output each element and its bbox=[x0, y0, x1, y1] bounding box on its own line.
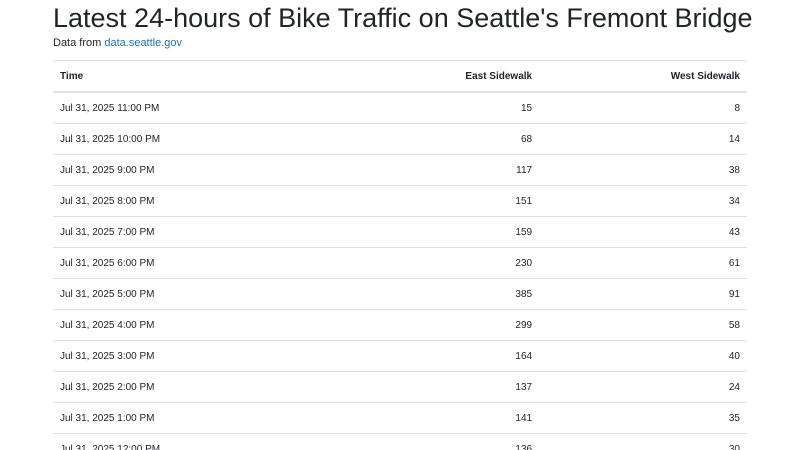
east-sidewalk-cell: 299 bbox=[337, 309, 540, 341]
west-sidewalk-cell: 40 bbox=[539, 340, 747, 372]
source-prefix: Data from bbox=[53, 37, 102, 49]
table-row: Jul 31, 2025 12:00 PM 136 30 bbox=[53, 433, 747, 450]
east-sidewalk-cell: 230 bbox=[337, 247, 540, 279]
time-cell: Jul 31, 2025 5:00 PM bbox=[53, 278, 338, 310]
table-row: Jul 31, 2025 9:00 PM 117 38 bbox=[53, 154, 747, 186]
time-cell: Jul 31, 2025 4:00 PM bbox=[53, 309, 338, 341]
east-sidewalk-cell: 385 bbox=[337, 278, 540, 310]
column-header-west-sidewalk: West Sidewalk bbox=[539, 60, 747, 93]
table-row: Jul 31, 2025 8:00 PM 151 34 bbox=[53, 185, 747, 217]
source-line: Data from data.seattle.gov bbox=[53, 35, 182, 51]
time-cell: Jul 31, 2025 11:00 PM bbox=[53, 92, 338, 124]
column-header-time: Time bbox=[53, 60, 338, 93]
west-sidewalk-cell: 14 bbox=[539, 123, 747, 155]
west-sidewalk-cell: 61 bbox=[539, 247, 747, 279]
column-header-east-sidewalk: East Sidewalk bbox=[337, 60, 540, 93]
east-sidewalk-cell: 159 bbox=[337, 216, 540, 248]
east-sidewalk-cell: 136 bbox=[337, 433, 540, 450]
table-row: Jul 31, 2025 3:00 PM 164 40 bbox=[53, 340, 747, 372]
table-header: Time East Sidewalk West Sidewalk bbox=[53, 60, 747, 93]
time-cell: Jul 31, 2025 3:00 PM bbox=[53, 340, 338, 372]
traffic-table-container: Time East Sidewalk West Sidewalk Jul 31,… bbox=[53, 60, 747, 450]
time-cell: Jul 31, 2025 8:00 PM bbox=[53, 185, 338, 217]
east-sidewalk-cell: 68 bbox=[337, 123, 540, 155]
page-title: Latest 24-hours of Bike Traffic on Seatt… bbox=[53, 3, 753, 33]
east-sidewalk-cell: 151 bbox=[337, 185, 540, 217]
east-sidewalk-cell: 15 bbox=[337, 92, 540, 124]
table-row: Jul 31, 2025 1:00 PM 141 35 bbox=[53, 402, 747, 434]
table-row: Jul 31, 2025 2:00 PM 137 24 bbox=[53, 371, 747, 403]
west-sidewalk-cell: 24 bbox=[539, 371, 747, 403]
west-sidewalk-cell: 91 bbox=[539, 278, 747, 310]
west-sidewalk-cell: 8 bbox=[539, 92, 747, 124]
table-row: Jul 31, 2025 7:00 PM 159 43 bbox=[53, 216, 747, 248]
table-header-row: Time East Sidewalk West Sidewalk bbox=[53, 60, 747, 93]
east-sidewalk-cell: 164 bbox=[337, 340, 540, 372]
time-cell: Jul 31, 2025 1:00 PM bbox=[53, 402, 338, 434]
east-sidewalk-cell: 117 bbox=[337, 154, 540, 186]
table-row: Jul 31, 2025 6:00 PM 230 61 bbox=[53, 247, 747, 279]
table-row: Jul 31, 2025 4:00 PM 299 58 bbox=[53, 309, 747, 341]
time-cell: Jul 31, 2025 12:00 PM bbox=[53, 433, 338, 450]
time-cell: Jul 31, 2025 7:00 PM bbox=[53, 216, 338, 248]
traffic-table: Time East Sidewalk West Sidewalk Jul 31,… bbox=[53, 60, 747, 450]
west-sidewalk-cell: 38 bbox=[539, 154, 747, 186]
west-sidewalk-cell: 30 bbox=[539, 433, 747, 450]
west-sidewalk-cell: 34 bbox=[539, 185, 747, 217]
east-sidewalk-cell: 137 bbox=[337, 371, 540, 403]
time-cell: Jul 31, 2025 6:00 PM bbox=[53, 247, 338, 279]
time-cell: Jul 31, 2025 2:00 PM bbox=[53, 371, 338, 403]
east-sidewalk-cell: 141 bbox=[337, 402, 540, 434]
table-body: Jul 31, 2025 11:00 PM 15 8 Jul 31, 2025 10:… bbox=[53, 92, 747, 450]
table-row: Jul 31, 2025 5:00 PM 385 91 bbox=[53, 278, 747, 310]
source-link[interactable]: data.seattle.gov bbox=[104, 37, 183, 49]
table-row: Jul 31, 2025 10:00 PM 68 14 bbox=[53, 123, 747, 155]
west-sidewalk-cell: 43 bbox=[539, 216, 747, 248]
west-sidewalk-cell: 35 bbox=[539, 402, 747, 434]
time-cell: Jul 31, 2025 10:00 PM bbox=[53, 123, 338, 155]
time-cell: Jul 31, 2025 9:00 PM bbox=[53, 154, 338, 186]
west-sidewalk-cell: 58 bbox=[539, 309, 747, 341]
table-row: Jul 31, 2025 11:00 PM 15 8 bbox=[53, 92, 747, 124]
